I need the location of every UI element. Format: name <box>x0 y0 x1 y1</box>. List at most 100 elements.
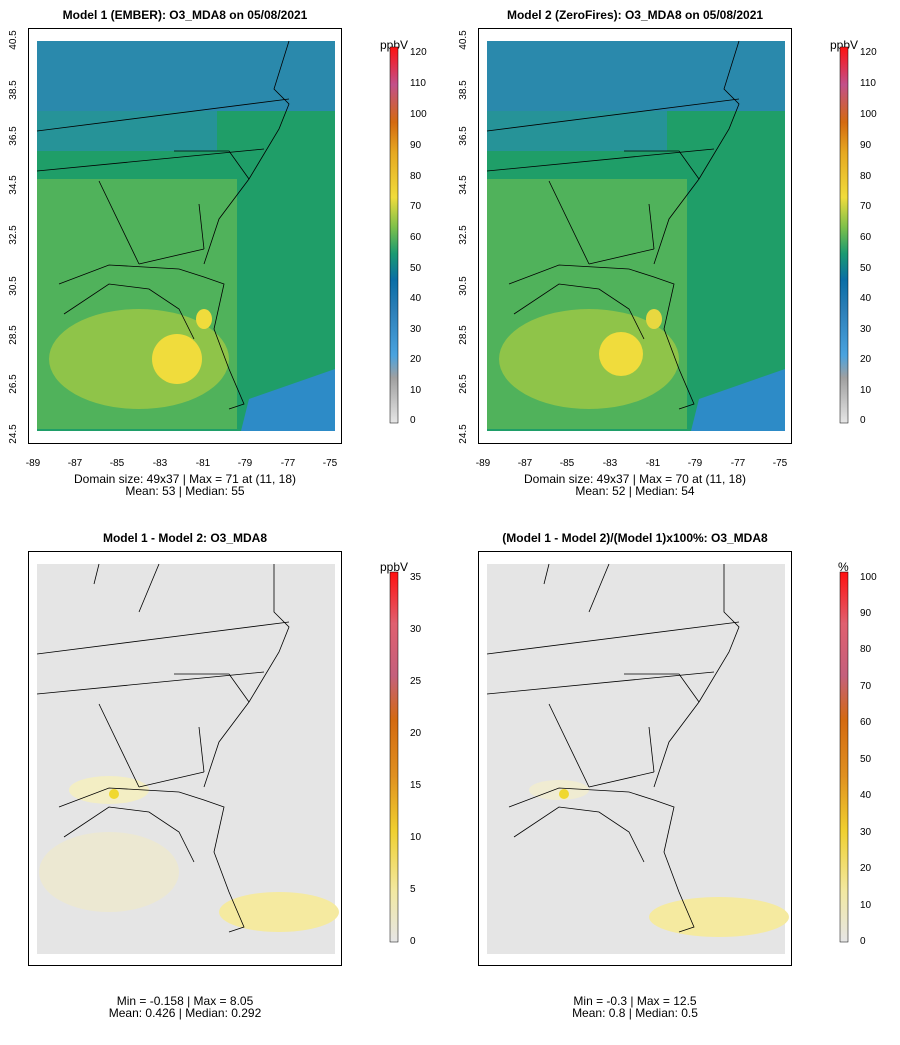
colorbar-tick-label: 80 <box>410 171 422 182</box>
x-tick-label: -81 <box>646 458 661 469</box>
colorbar-tick-label: 60 <box>860 717 872 728</box>
colorbar-tick-label: 80 <box>860 171 872 182</box>
colorbar-tick-label: 20 <box>410 354 422 365</box>
y-tick-label: 36.5 <box>8 126 19 146</box>
colorbar-tick-label: 0 <box>410 415 416 426</box>
panel-3-map <box>36 563 339 954</box>
colorbar-tick-label: 110 <box>410 78 426 89</box>
map-coastline <box>203 564 290 788</box>
map-region-high-north <box>487 41 785 111</box>
panel-4-plot-box <box>478 551 792 966</box>
panel-1-stats-line1: Domain size: 49x37 | Max = 71 at (11, 18… <box>73 472 296 486</box>
y-tick-label: 26.5 <box>8 374 19 394</box>
colorbar-tick-label: 30 <box>860 827 872 838</box>
y-tick-label: 28.5 <box>8 325 19 345</box>
x-tick-label: -75 <box>323 458 338 469</box>
x-tick-label: -87 <box>518 458 533 469</box>
colorbar-tick-label: 90 <box>410 140 422 151</box>
panel-4-stats-line2: Mean: 0.8 | Median: 0.5 <box>572 1006 698 1020</box>
panel-2-map <box>486 40 785 431</box>
x-tick-label: -87 <box>68 458 83 469</box>
map-region-hotspot <box>196 309 212 329</box>
map-region-slight-diff <box>69 776 149 804</box>
map-boundaries <box>36 98 290 410</box>
colorbar-tick-label: 70 <box>860 201 872 212</box>
panel-2-stats-line1: Domain size: 49x37 | Max = 70 at (11, 18… <box>523 472 746 486</box>
colorbar-gradient <box>389 46 399 424</box>
colorbar-tick-label: 30 <box>410 624 422 635</box>
panel-2-stats: Domain size: 49x37 | Max = 70 at (11, 18… <box>480 473 790 497</box>
colorbar-tick-label: 20 <box>860 354 872 365</box>
colorbar-tick-label: 120 <box>410 47 427 58</box>
panel-3-plot-box <box>28 551 342 966</box>
panel-3-stats-line1: Min = -0.158 | Max = 8.05 <box>116 994 254 1008</box>
panel-2-stats-line2: Mean: 52 | Median: 54 <box>575 484 695 498</box>
x-tick-label: -83 <box>153 458 168 469</box>
panel-4-map <box>486 563 789 954</box>
panel-2-plot-box <box>478 28 792 444</box>
colorbar-tick-label: 120 <box>860 47 877 58</box>
y-tick-label: 40.5 <box>8 30 19 50</box>
map-region-max <box>559 789 569 799</box>
map-region-north-mid <box>487 111 667 151</box>
colorbar-tick-label: 20 <box>860 863 872 874</box>
panel-4-stats-line1: Min = -0.3 | Max = 12.5 <box>573 994 697 1008</box>
map-boundaries <box>36 563 290 933</box>
y-tick-label: 24.5 <box>8 424 19 444</box>
panel-1-stats-line2: Mean: 53 | Median: 55 <box>125 484 245 498</box>
x-tick-label: -77 <box>731 458 746 469</box>
colorbar-tick-label: 100 <box>410 109 427 120</box>
panel-2-y-axis: 40.5 38.5 36.5 34.5 32.5 30.5 28.5 26.5 … <box>458 30 469 444</box>
colorbar-tick-label: 5 <box>410 884 416 895</box>
colorbar-tick-label: 100 <box>860 572 877 583</box>
y-tick-label: 38.5 <box>8 80 19 100</box>
x-tick-label: -77 <box>281 458 296 469</box>
map-coastline <box>653 40 740 265</box>
map-region-atlantic <box>241 369 335 431</box>
map-boundaries <box>486 563 740 933</box>
panel-1-axes: -89 -87 -85 -83 -81 -79 -77 -75 <box>26 458 338 469</box>
colorbar-tick-label: 25 <box>410 676 422 687</box>
colorbar-tick-label: 110 <box>860 78 876 89</box>
y-tick-label: 30.5 <box>458 276 469 296</box>
colorbar-tick-label: 0 <box>860 415 866 426</box>
panel-2-title: Model 2 (ZeroFires): O3_MDA8 on 05/08/20… <box>506 8 764 22</box>
colorbar-tick-label: 30 <box>410 324 422 335</box>
colorbar-tick-label: 40 <box>860 293 872 304</box>
x-tick-label: -81 <box>196 458 211 469</box>
y-tick-label: 28.5 <box>458 325 469 345</box>
map-coastline <box>653 564 740 788</box>
colorbar-tick-label: 15 <box>410 780 422 791</box>
panel-1-plot-box <box>28 28 342 444</box>
colorbar-tick-label: 50 <box>860 754 872 765</box>
colorbar-tick-label: 70 <box>410 201 422 212</box>
y-tick-label: 38.5 <box>458 80 469 100</box>
y-tick-label: 32.5 <box>8 225 19 245</box>
colorbar-gradient <box>389 571 399 943</box>
y-tick-label: 40.5 <box>458 30 469 50</box>
colorbar-tick-label: 40 <box>410 293 422 304</box>
map-region-max <box>152 334 202 384</box>
x-tick-labels: -89 -87 -85 -83 -81 -79 -77 -75 <box>26 458 338 469</box>
map-raster-background <box>487 564 785 954</box>
colorbar-gradient <box>839 46 849 424</box>
panel-1-y-axis: 40.5 38.5 36.5 34.5 32.5 30.5 28.5 26.5 … <box>8 30 19 444</box>
y-tick-label: 30.5 <box>8 276 19 296</box>
x-tick-label: -89 <box>26 458 41 469</box>
map-boundaries <box>486 98 740 410</box>
colorbar-tick-label: 0 <box>860 936 866 947</box>
colorbar-tick-label: 35 <box>410 572 422 583</box>
panel-2-colorbar: 120 110 100 90 80 70 60 50 40 30 20 10 0 <box>839 46 877 426</box>
colorbar-tick-label: 80 <box>860 644 872 655</box>
map-region-atlantic <box>691 369 785 431</box>
colorbar-gradient <box>839 571 849 943</box>
panel-1-colorbar: 120 110 100 90 80 70 60 50 40 30 20 10 0 <box>389 46 427 426</box>
y-tick-label: 34.5 <box>8 175 19 195</box>
colorbar-tick-label: 20 <box>410 728 422 739</box>
colorbar-tick-label: 10 <box>410 832 422 843</box>
panel-3-stats-line2: Mean: 0.426 | Median: 0.292 <box>108 1006 262 1020</box>
colorbar-tick-label: 100 <box>860 109 877 120</box>
x-tick-label: -85 <box>110 458 125 469</box>
map-region-gulf <box>499 309 679 409</box>
colorbar-tick-label: 50 <box>860 263 872 274</box>
